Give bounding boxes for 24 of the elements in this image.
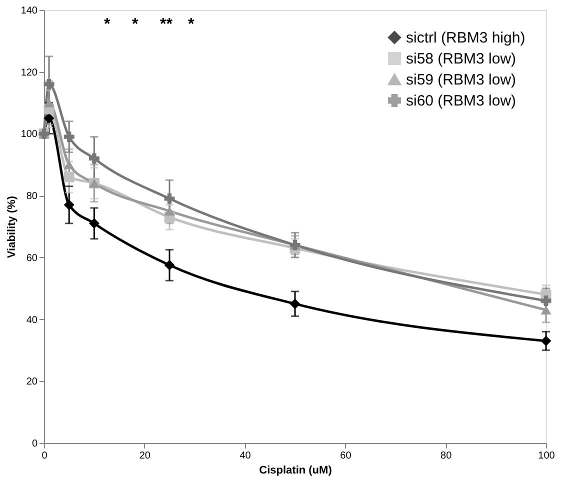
x-axis-title: Cisplatin (uM) xyxy=(259,464,332,476)
legend-label: si58 (RBM3 low) xyxy=(406,50,516,68)
annotation: * xyxy=(104,16,111,33)
y-tick-label: 60 xyxy=(26,252,38,264)
y-tick-label: 80 xyxy=(26,191,38,202)
annotation: * xyxy=(132,16,139,33)
y-tick-label: 140 xyxy=(20,6,38,16)
y-tick-label: 20 xyxy=(26,376,38,388)
legend-label: si60 (RBM3 low) xyxy=(406,92,516,110)
x-tick-label: 0 xyxy=(42,450,48,462)
y-tick-label: 40 xyxy=(26,314,38,326)
y-tick-label: 100 xyxy=(20,129,38,140)
annotation: * xyxy=(188,16,195,33)
x-tick-label: 60 xyxy=(340,450,352,462)
x-tick-label: 20 xyxy=(139,450,151,462)
annotation: ** xyxy=(160,16,174,33)
y-tick-label: 120 xyxy=(20,67,38,78)
legend-label: si59 (RBM3 low) xyxy=(406,72,516,88)
x-tick-label: 80 xyxy=(440,450,452,462)
x-tick-label: 40 xyxy=(240,450,252,462)
y-axis-title: Viability (%) xyxy=(6,196,18,258)
legend-label: sictrl (RBM3 high) xyxy=(406,30,526,46)
y-tick-label: 0 xyxy=(32,438,38,450)
x-tick-label: 100 xyxy=(538,450,556,462)
